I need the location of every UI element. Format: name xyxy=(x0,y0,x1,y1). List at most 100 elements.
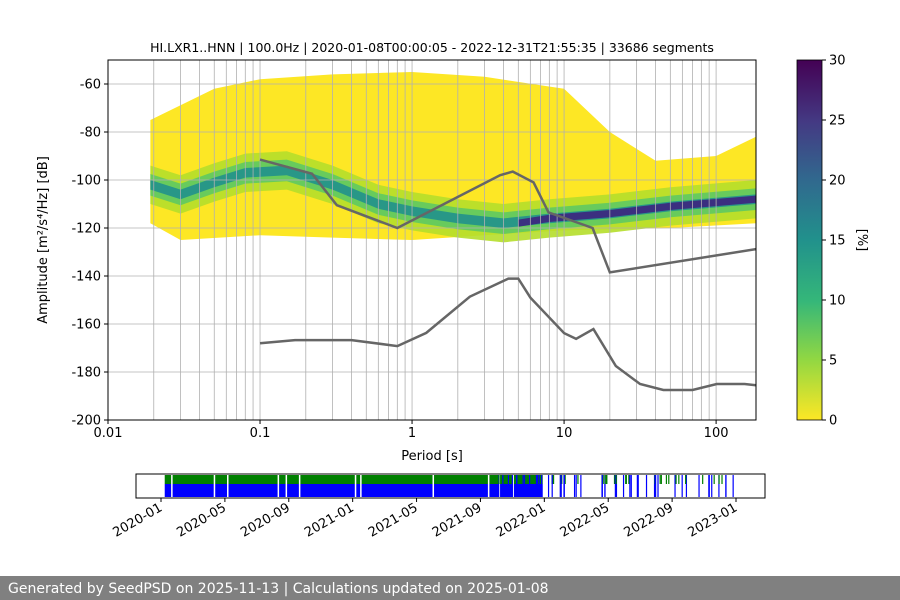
coverage-segment xyxy=(711,475,713,497)
x-tick-label: 0.1 xyxy=(250,426,271,441)
coverage-segment xyxy=(575,475,577,497)
colorbar-label: [%] xyxy=(854,229,869,252)
coverage-segment xyxy=(525,475,527,484)
coverage-segment xyxy=(615,475,617,484)
coverage-segment xyxy=(498,475,500,497)
coverage-gap xyxy=(432,475,435,497)
coverage-segment xyxy=(541,475,543,497)
coverage-segment xyxy=(536,475,539,497)
y-tick-label: -160 xyxy=(71,318,101,333)
coverage-segment xyxy=(560,475,562,497)
coverage-segment xyxy=(685,475,687,484)
coverage-segment xyxy=(547,475,550,497)
coverage-gap xyxy=(285,475,288,497)
timeline-tick-label: 2020-01 xyxy=(110,500,165,540)
y-tick-label: -180 xyxy=(71,366,101,381)
timeline-tick-label: 2020-05 xyxy=(174,500,229,540)
pdf-band-high-density xyxy=(518,195,756,227)
x-tick-label: 100 xyxy=(704,426,729,441)
coverage-bar-blue xyxy=(164,484,543,497)
coverage-segment xyxy=(524,475,526,497)
coverage-gap xyxy=(227,475,229,497)
chart-svg: HI.LXR1..HNN | 100.0Hz | 2020-01-08T00:0… xyxy=(36,40,869,541)
coverage-segment xyxy=(602,475,604,484)
coverage-segment xyxy=(655,475,657,497)
colorbar-tick-label: 10 xyxy=(829,294,846,309)
coverage-bar-green xyxy=(164,475,543,484)
coverage-segment xyxy=(698,475,700,497)
coverage-segment xyxy=(538,475,540,497)
coverage-segment xyxy=(645,475,648,497)
coverage-segment xyxy=(718,475,720,484)
coverage-gap xyxy=(498,475,501,497)
noise-model-nhnm xyxy=(259,158,756,274)
timeline-tick-label: 2023-01 xyxy=(685,500,740,540)
footer: Generated by SeedPSD on 2025-11-13 | Cal… xyxy=(0,576,900,600)
coverage-segment xyxy=(516,475,518,497)
colorbar-tick-label: 5 xyxy=(829,354,837,369)
timeline-tick-label: 2022-09 xyxy=(622,500,677,540)
coverage-segment xyxy=(517,475,520,484)
x-tick-label: 1 xyxy=(408,426,416,441)
coverage-segment xyxy=(732,475,734,497)
timeline-tick-label: 2022-05 xyxy=(558,500,613,540)
timeline-tick-label: 2020-09 xyxy=(238,500,293,540)
y-tick-label: -200 xyxy=(71,414,101,429)
noise-model-nlnm xyxy=(259,277,756,392)
coverage-segment xyxy=(702,475,704,484)
y-tick-label: -140 xyxy=(71,270,101,285)
coverage-gap xyxy=(171,475,173,497)
coverage-segment xyxy=(625,475,627,484)
pdf-heatmap xyxy=(150,72,756,243)
coverage-gap xyxy=(360,475,362,497)
coverage-gap xyxy=(354,475,357,497)
timeline-tick-label: 2021-09 xyxy=(430,500,485,540)
grid xyxy=(107,60,756,421)
coverage-segment xyxy=(507,475,510,497)
timeline-tick-label: 2021-05 xyxy=(366,500,421,540)
coverage-segment xyxy=(514,475,517,484)
coverage-segment xyxy=(637,475,639,497)
coverage-segment xyxy=(601,475,603,497)
coverage-segment xyxy=(613,475,616,484)
coverage-segment xyxy=(563,475,565,497)
x-tick-label: 0.01 xyxy=(94,426,123,441)
coverage-segment xyxy=(511,475,513,497)
coverage-segment xyxy=(725,475,727,497)
coverage-segment xyxy=(674,475,676,497)
coverage-segment xyxy=(629,475,631,497)
coverage-segment xyxy=(675,475,677,484)
coverage-segment xyxy=(529,475,531,497)
coverage-segment xyxy=(625,475,627,484)
coverage-segment xyxy=(577,475,579,484)
coverage-segment xyxy=(559,475,561,497)
coverage-segment xyxy=(615,475,618,497)
coverage-segment xyxy=(713,475,715,484)
coverage-segment xyxy=(502,475,504,497)
timeline-tick-label: 2021-01 xyxy=(302,500,357,540)
coverage-gap xyxy=(487,475,490,497)
coverage-segment xyxy=(678,475,680,484)
colorbar-tick-label: 20 xyxy=(829,174,846,189)
coverage-segment xyxy=(551,475,553,497)
coverage-segment xyxy=(604,475,606,497)
coverage-segment xyxy=(665,475,668,484)
coverage-segment xyxy=(681,475,683,497)
coverage-segment xyxy=(628,475,630,484)
colorbar xyxy=(796,59,823,421)
colorbar-tick-label: 25 xyxy=(829,114,846,129)
y-tick-label: -120 xyxy=(71,222,101,237)
y-tick-label: -80 xyxy=(80,126,101,141)
timeline-frame xyxy=(135,473,766,499)
y-tick-label: -60 xyxy=(80,78,101,93)
coverage-segment xyxy=(535,475,538,497)
coverage-segment xyxy=(659,475,661,484)
coverage-segment xyxy=(668,475,670,484)
coverage-segment xyxy=(503,475,505,484)
coverage-segment xyxy=(685,475,688,497)
coverage-segment xyxy=(660,475,662,484)
colorbar-tick-label: 0 xyxy=(829,414,837,429)
coverage-segment xyxy=(614,475,616,497)
coverage-segment xyxy=(708,475,710,497)
